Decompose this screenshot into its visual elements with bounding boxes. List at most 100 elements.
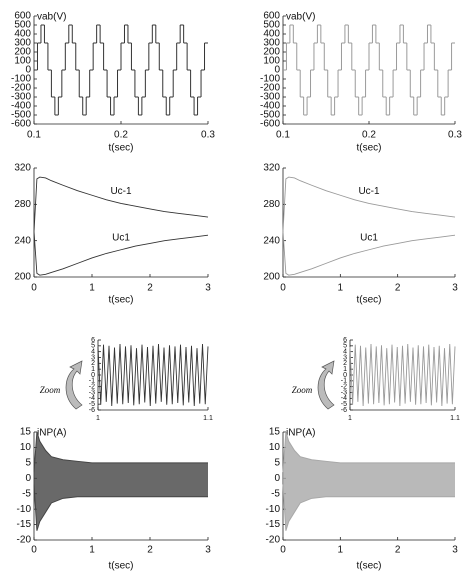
band-upper	[33, 431, 208, 473]
x-tick-label: 3	[205, 283, 211, 294]
y-tick-label: 3	[91, 354, 95, 361]
y-tick-label: -3	[341, 389, 347, 396]
x-axis-label: t(sec)	[357, 143, 382, 154]
x-tick-label: 0.3	[448, 130, 462, 141]
x-tick-label: 3	[452, 545, 458, 556]
y-tick-label: 280	[14, 199, 31, 210]
y-tick-label: 500	[14, 20, 31, 31]
y-tick-label: -5	[341, 401, 347, 408]
band-upper	[282, 431, 455, 473]
y-tick-label: 240	[263, 235, 280, 246]
y-tick-label: 10	[269, 442, 281, 453]
x-axis-label: t(sec)	[357, 561, 382, 572]
x-tick-label: 0	[31, 283, 37, 294]
y-tick-label: 500	[263, 20, 280, 31]
y-tick-label: -20	[266, 535, 281, 546]
y-tick-label: 15	[20, 427, 32, 438]
series-line	[97, 344, 209, 406]
y-tick-label: -6	[341, 407, 347, 414]
band-fill	[283, 432, 455, 531]
y-tick-label: -500	[260, 110, 280, 121]
x-tick-label: 3	[205, 545, 211, 556]
series-label: Uc1	[360, 232, 378, 243]
y-tick-label: 320	[14, 163, 31, 174]
y-tick-label: 240	[14, 235, 31, 246]
y-tick-label: 100	[14, 56, 31, 67]
x-axis-label: t(sec)	[109, 295, 134, 306]
y-tick-label: -5	[89, 401, 95, 408]
x-tick-label: 3	[452, 283, 458, 294]
x-tick-label: 2	[395, 545, 401, 556]
y-tick-label: -4	[89, 395, 95, 402]
y-tick-label: 5	[274, 457, 280, 468]
y-tick-label: 2	[91, 360, 95, 367]
y-axis-label: iNP(A)	[286, 428, 315, 439]
zoom-arrow	[65, 360, 83, 410]
y-tick-label: 0	[274, 473, 280, 484]
y-tick-label: -400	[11, 101, 31, 112]
x-tick-label: 1.1	[203, 415, 213, 422]
y-tick-label: -5	[271, 488, 280, 499]
y-tick-label: 6	[343, 337, 347, 344]
y-tick-label: -2	[341, 384, 347, 391]
x-tick-label: 1	[96, 415, 100, 422]
y-tick-label: 1	[91, 366, 95, 373]
x-axis-label: t(sec)	[109, 143, 134, 154]
x-tick-label: 0	[31, 545, 37, 556]
y-tick-label: -1	[341, 378, 347, 385]
y-tick-label: 280	[263, 199, 280, 210]
y-tick-label: 100	[263, 56, 280, 67]
y-tick-label: 300	[263, 38, 280, 49]
x-tick-label: 0.1	[27, 130, 41, 141]
y-tick-label: 6	[91, 337, 95, 344]
x-tick-label: 0	[280, 283, 286, 294]
y-tick-label: 0	[25, 473, 31, 484]
y-tick-label: -6	[89, 407, 95, 414]
y-tick-label: -200	[11, 83, 31, 94]
series-line	[282, 176, 456, 232]
y-tick-label: 300	[14, 38, 31, 49]
x-tick-label: 2	[147, 545, 153, 556]
band-lower	[33, 484, 208, 531]
y-tick-label: -300	[11, 92, 31, 103]
y-tick-label: -10	[17, 504, 32, 515]
x-tick-label: 1	[89, 283, 95, 294]
y-tick-label: 200	[14, 47, 31, 58]
y-tick-label: -500	[11, 110, 31, 121]
x-tick-label: 0.2	[362, 130, 376, 141]
y-axis-label: vab(V)	[37, 12, 66, 23]
x-axis-label: t(sec)	[109, 561, 134, 572]
y-tick-label: 10	[20, 442, 32, 453]
y-tick-label: 600	[14, 11, 31, 22]
y-tick-label: 2	[343, 360, 347, 367]
y-tick-label: 4	[91, 349, 95, 356]
series-label: Uc-1	[358, 186, 380, 197]
y-tick-label: -2	[89, 384, 95, 391]
y-tick-label: -20	[17, 535, 32, 546]
y-tick-label: -100	[11, 74, 31, 85]
y-tick-label: 1	[343, 366, 347, 373]
y-tick-label: 0	[274, 65, 280, 76]
y-tick-label: 200	[263, 47, 280, 58]
x-axis-label: t(sec)	[357, 295, 382, 306]
band-fill	[34, 432, 208, 531]
y-tick-label: 0	[343, 372, 347, 379]
y-tick-label: 200	[14, 272, 31, 283]
x-tick-label: 1	[89, 545, 95, 556]
y-tick-label: 0	[91, 372, 95, 379]
x-tick-label: 1	[338, 545, 344, 556]
x-tick-label: 2	[395, 283, 401, 294]
y-axis-label: vab(V)	[286, 12, 315, 23]
annotation: Zoom	[292, 385, 313, 395]
x-tick-label: 2	[147, 283, 153, 294]
y-tick-label: -1	[89, 378, 95, 385]
y-tick-label: -5	[22, 488, 31, 499]
y-tick-label: 200	[263, 272, 280, 283]
series-label: Uc-1	[110, 186, 132, 197]
x-tick-label: 0.2	[114, 130, 128, 141]
y-tick-label: 3	[343, 354, 347, 361]
y-tick-label: 600	[263, 11, 280, 22]
y-tick-label: 0	[25, 65, 31, 76]
x-tick-label: 1	[348, 415, 352, 422]
y-axis-label: iNP(A)	[37, 428, 66, 439]
